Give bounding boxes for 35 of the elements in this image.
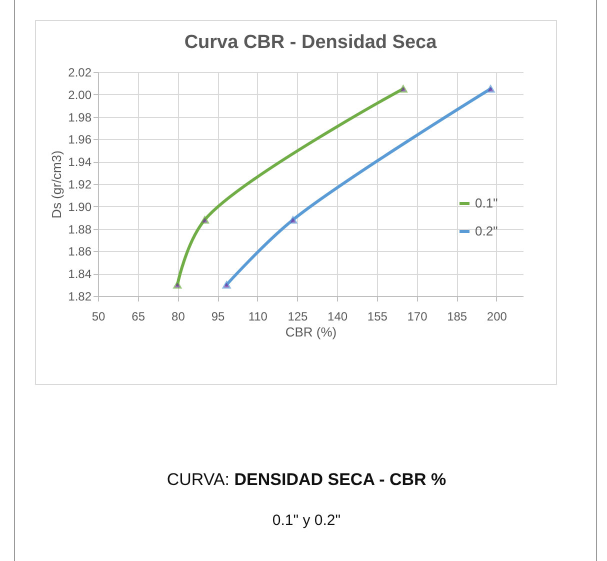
y-tick-label: 1.94: [68, 155, 92, 170]
y-tick-label: 1.88: [68, 222, 92, 236]
y-tick-label: 1.82: [68, 290, 92, 304]
x-axis-title: CBR (%): [285, 324, 337, 340]
legend-label: 0.1": [475, 196, 498, 210]
y-tick-label: 2.02: [68, 66, 92, 80]
x-tick-label: 95: [211, 310, 226, 324]
x-tick-label: 65: [132, 310, 146, 324]
x-tick-label: 170: [407, 310, 428, 324]
point: [486, 84, 495, 93]
point: [173, 280, 182, 289]
legend-label: 0.2": [475, 224, 498, 238]
text: CURVA:: [166, 470, 231, 489]
x-tick-label: 140: [328, 310, 348, 324]
x-tick-label: 200: [486, 310, 508, 324]
y-axis-title: Ds (gr/cm3): [49, 150, 64, 218]
y-tick-label: 1.90: [68, 200, 92, 214]
x-tick-label: 125: [288, 310, 308, 324]
y-tick-label: 1.86: [68, 244, 92, 259]
y-tick-label: 1.92: [68, 178, 92, 192]
text: DENSIDAD SECA - CBR %: [234, 470, 446, 489]
x-tick-label: 50: [92, 310, 106, 324]
x-tick-label: 155: [367, 310, 388, 324]
chart-title: Curva CBR - Densidad Seca: [184, 32, 438, 53]
y-tick-label: 1.98: [68, 110, 92, 124]
x-tick-label: 80: [172, 310, 186, 324]
y-tick-label: 2.00: [68, 88, 92, 102]
point: [200, 216, 210, 224]
point: [222, 280, 231, 289]
x-tick-label: 110: [248, 310, 268, 324]
text: 0.1" y 0.2": [271, 512, 342, 529]
y-tick-label: 1.84: [68, 267, 92, 282]
point: [398, 84, 408, 93]
y-tick-label: 1.96: [68, 132, 92, 147]
x-tick-label: 185: [447, 310, 468, 324]
